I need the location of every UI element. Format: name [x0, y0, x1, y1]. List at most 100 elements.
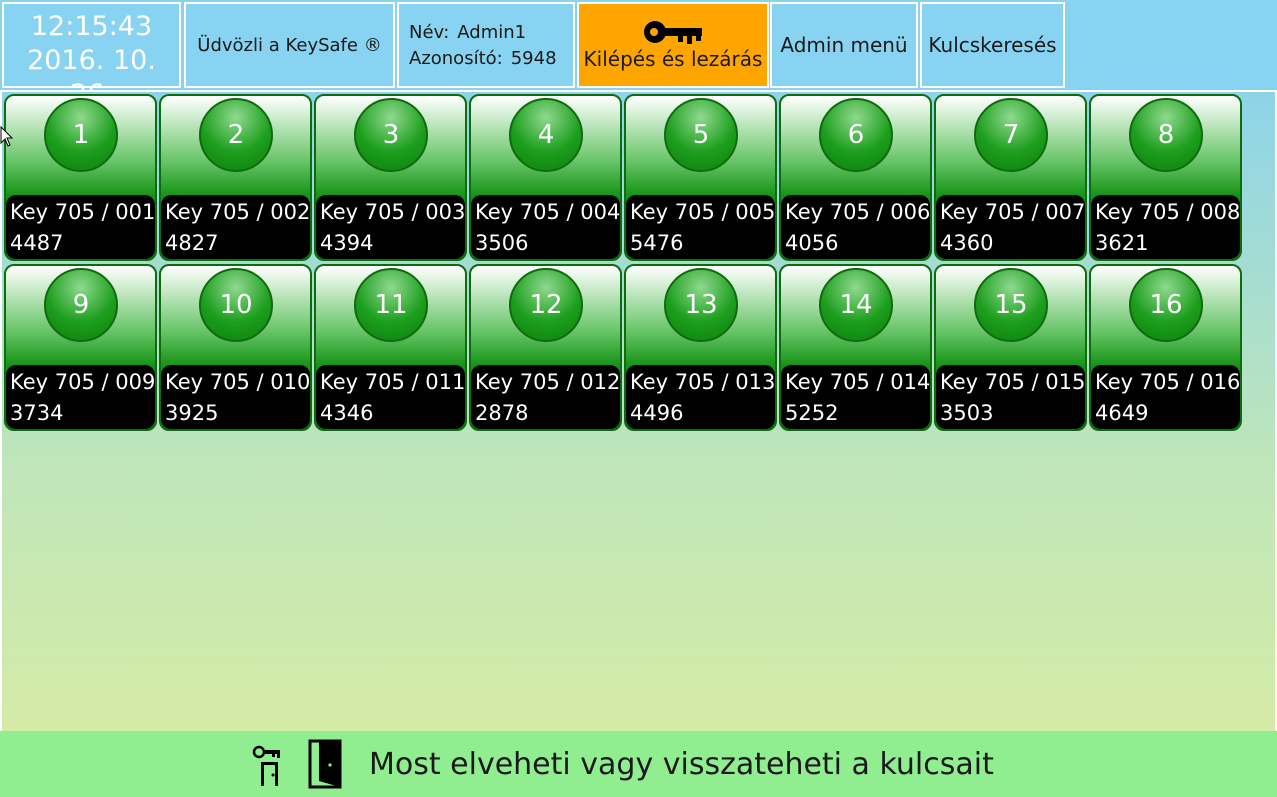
key-label: Key 705 / 003 4394: [316, 195, 465, 259]
key-code: 3621: [1095, 231, 1149, 255]
key-tile-13[interactable]: 13 Key 705 / 013 4496: [624, 264, 777, 431]
key-name: Key 705 / 014: [785, 370, 931, 394]
key-tile-7[interactable]: 7 Key 705 / 007 4360: [934, 94, 1087, 261]
key-label: Key 705 / 004 3506: [471, 195, 620, 259]
key-number-badge: 2: [199, 98, 273, 172]
key-tile-11[interactable]: 11 Key 705 / 011 4346: [314, 264, 467, 431]
key-number-badge: 16: [1129, 268, 1203, 342]
welcome-text: Üdvözli a KeySafe ®: [197, 34, 382, 56]
key-label: Key 705 / 009 3734: [6, 365, 155, 429]
key-name: Key 705 / 009: [10, 370, 156, 394]
key-number-badge: 9: [44, 268, 118, 342]
key-number-badge: 7: [974, 98, 1048, 172]
key-search-label: Kulcskeresés: [928, 33, 1057, 57]
key-grid-area: 1 Key 705 / 001 4487 2 Key 705 / 002 4827 3 Key…: [0, 92, 1277, 731]
key-label: Key 705 / 012 2878: [471, 365, 620, 429]
key-code: 3506: [475, 231, 529, 255]
key-code: 2878: [475, 401, 529, 425]
key-number-badge: 8: [1129, 98, 1203, 172]
key-code: 4496: [630, 401, 684, 425]
key-number-badge: 3: [354, 98, 428, 172]
key-tile-5[interactable]: 5 Key 705 / 005 5476: [624, 94, 777, 261]
key-number-badge: 15: [974, 268, 1048, 342]
key-name: Key 705 / 013: [630, 370, 776, 394]
key-code: 4056: [785, 231, 839, 255]
key-tile-16[interactable]: 16 Key 705 / 016 4649: [1089, 264, 1242, 431]
key-tile-1[interactable]: 1 Key 705 / 001 4487: [4, 94, 157, 261]
welcome-panel: Üdvözli a KeySafe ®: [184, 2, 395, 88]
user-name-value: Admin1: [457, 22, 527, 43]
key-tile-14[interactable]: 14 Key 705 / 014 5252: [779, 264, 932, 431]
admin-menu-button[interactable]: Admin menü: [770, 2, 918, 88]
key-door-icon: [252, 745, 280, 786]
key-tile-10[interactable]: 10 Key 705 / 010 3925: [159, 264, 312, 431]
key-number-badge: 10: [199, 268, 273, 342]
key-label: Key 705 / 016 4649: [1091, 365, 1240, 429]
admin-menu-label: Admin menü: [780, 33, 908, 57]
key-name: Key 705 / 007: [940, 200, 1086, 224]
key-name: Key 705 / 006: [785, 200, 931, 224]
user-info-panel: Név: Admin1 Azonosító: 5948: [397, 2, 575, 88]
key-tile-6[interactable]: 6 Key 705 / 006 4056: [779, 94, 932, 261]
user-id-row: Azonosító: 5948: [409, 46, 573, 72]
key-number-badge: 13: [664, 268, 738, 342]
key-tile-2[interactable]: 2 Key 705 / 002 4827: [159, 94, 312, 261]
key-icon: [644, 21, 702, 44]
door-icon: [308, 739, 342, 789]
top-bar: 12:15:43 2016. 10. 26. Üdvözli a KeySafe…: [0, 0, 1277, 110]
key-name: Key 705 / 011: [320, 370, 466, 394]
user-name-label: Név:: [409, 22, 450, 43]
key-name: Key 705 / 008: [1095, 200, 1241, 224]
key-name: Key 705 / 015: [940, 370, 1086, 394]
key-name: Key 705 / 016: [1095, 370, 1241, 394]
key-tile-9[interactable]: 9 Key 705 / 009 3734: [4, 264, 157, 431]
key-name: Key 705 / 012: [475, 370, 621, 394]
status-message: Most elveheti vagy visszateheti a kulcsa…: [369, 747, 994, 782]
key-code: 5252: [785, 401, 839, 425]
key-tile-8[interactable]: 8 Key 705 / 008 3621: [1089, 94, 1242, 261]
key-label: Key 705 / 001 4487: [6, 195, 155, 259]
key-number-badge: 1: [44, 98, 118, 172]
logout-lock-button[interactable]: Kilépés és lezárás: [577, 2, 769, 88]
clock-panel: 12:15:43 2016. 10. 26.: [2, 2, 181, 110]
key-label: Key 705 / 002 4827: [161, 195, 310, 259]
key-number-badge: 12: [509, 268, 583, 342]
key-name: Key 705 / 005: [630, 200, 776, 224]
user-name-row: Név: Admin1: [409, 20, 573, 46]
key-number-badge: 11: [354, 268, 428, 342]
key-code: 4487: [10, 231, 64, 255]
key-code: 3925: [165, 401, 219, 425]
key-label: Key 705 / 005 5476: [626, 195, 775, 259]
key-label: Key 705 / 010 3925: [161, 365, 310, 429]
mouse-cursor-icon: [0, 126, 14, 147]
key-name: Key 705 / 010: [165, 370, 311, 394]
key-code: 5476: [630, 231, 684, 255]
key-code: 3503: [940, 401, 994, 425]
key-tile-15[interactable]: 15 Key 705 / 015 3503: [934, 264, 1087, 431]
key-label: Key 705 / 014 5252: [781, 365, 930, 429]
key-code: 4360: [940, 231, 994, 255]
key-code: 4394: [320, 231, 374, 255]
key-name: Key 705 / 004: [475, 200, 621, 224]
key-label: Key 705 / 007 4360: [936, 195, 1085, 259]
clock-time: 12:15:43: [30, 11, 153, 42]
key-tile-12[interactable]: 12 Key 705 / 012 2878: [469, 264, 622, 431]
key-code: 4346: [320, 401, 374, 425]
logout-label: Kilépés és lezárás: [583, 47, 763, 71]
key-tile-4[interactable]: 4 Key 705 / 004 3506: [469, 94, 622, 261]
key-number-badge: 14: [819, 268, 893, 342]
key-label: Key 705 / 015 3503: [936, 365, 1085, 429]
key-number-badge: 4: [509, 98, 583, 172]
key-code: 4827: [165, 231, 219, 255]
key-search-button[interactable]: Kulcskeresés: [920, 2, 1065, 88]
key-code: 4649: [1095, 401, 1149, 425]
key-label: Key 705 / 011 4346: [316, 365, 465, 429]
key-number-badge: 6: [819, 98, 893, 172]
key-tile-3[interactable]: 3 Key 705 / 003 4394: [314, 94, 467, 261]
key-code: 3734: [10, 401, 64, 425]
status-footer: Most elveheti vagy visszateheti a kulcsa…: [0, 731, 1277, 797]
user-id-label: Azonosító:: [409, 48, 503, 69]
key-label: Key 705 / 008 3621: [1091, 195, 1240, 259]
user-id-value: 5948: [510, 48, 557, 69]
key-name: Key 705 / 002: [165, 200, 311, 224]
